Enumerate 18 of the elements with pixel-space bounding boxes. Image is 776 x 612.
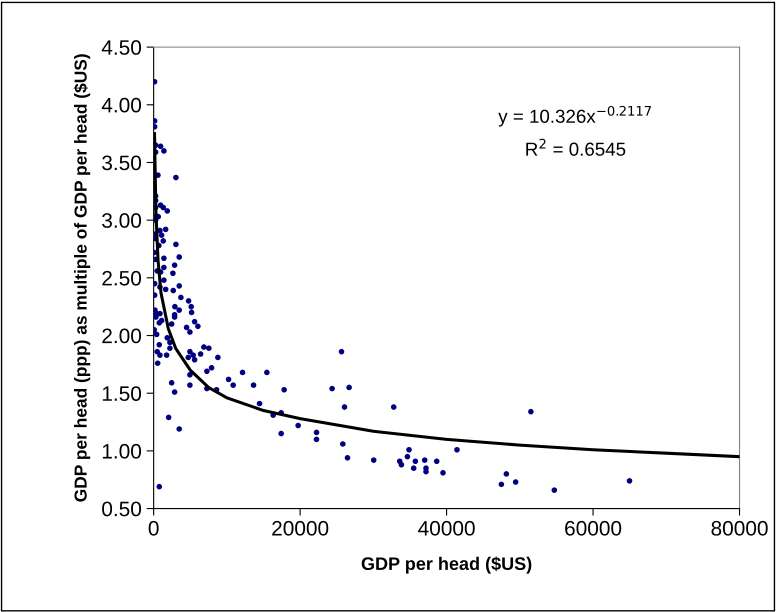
y-tick-label: 2.00 bbox=[102, 328, 142, 344]
x-tick-label: 60000 bbox=[565, 520, 622, 536]
x-tick-label: 40000 bbox=[418, 520, 475, 536]
x-tick-label: 20000 bbox=[272, 520, 328, 536]
annotation: y = 10.326x$^{−0.2117}$ bbox=[498, 106, 651, 127]
y-tick-label: 4.00 bbox=[102, 98, 142, 113]
y-tick-label: 1.00 bbox=[102, 444, 142, 459]
y-tick-label: 1.50 bbox=[102, 386, 142, 401]
y-tick-label: 2.50 bbox=[102, 270, 142, 286]
x-tick-label: 80000 bbox=[711, 520, 768, 536]
annotation: R$^{2}$ = 0.6545 bbox=[526, 138, 626, 156]
y-tick-label: 3.00 bbox=[102, 213, 142, 228]
y-tick-label: 4.50 bbox=[102, 40, 142, 55]
x-axis-title: GDP per head ($US) bbox=[362, 556, 532, 574]
y-axis-title: GDP per head (ppp) as multiple of GDP per head ($US) bbox=[74, 54, 90, 502]
x-tick-label: 0 bbox=[148, 520, 159, 536]
y-tick-label: 0.50 bbox=[102, 502, 142, 516]
y-tick-label: 3.50 bbox=[102, 155, 142, 170]
